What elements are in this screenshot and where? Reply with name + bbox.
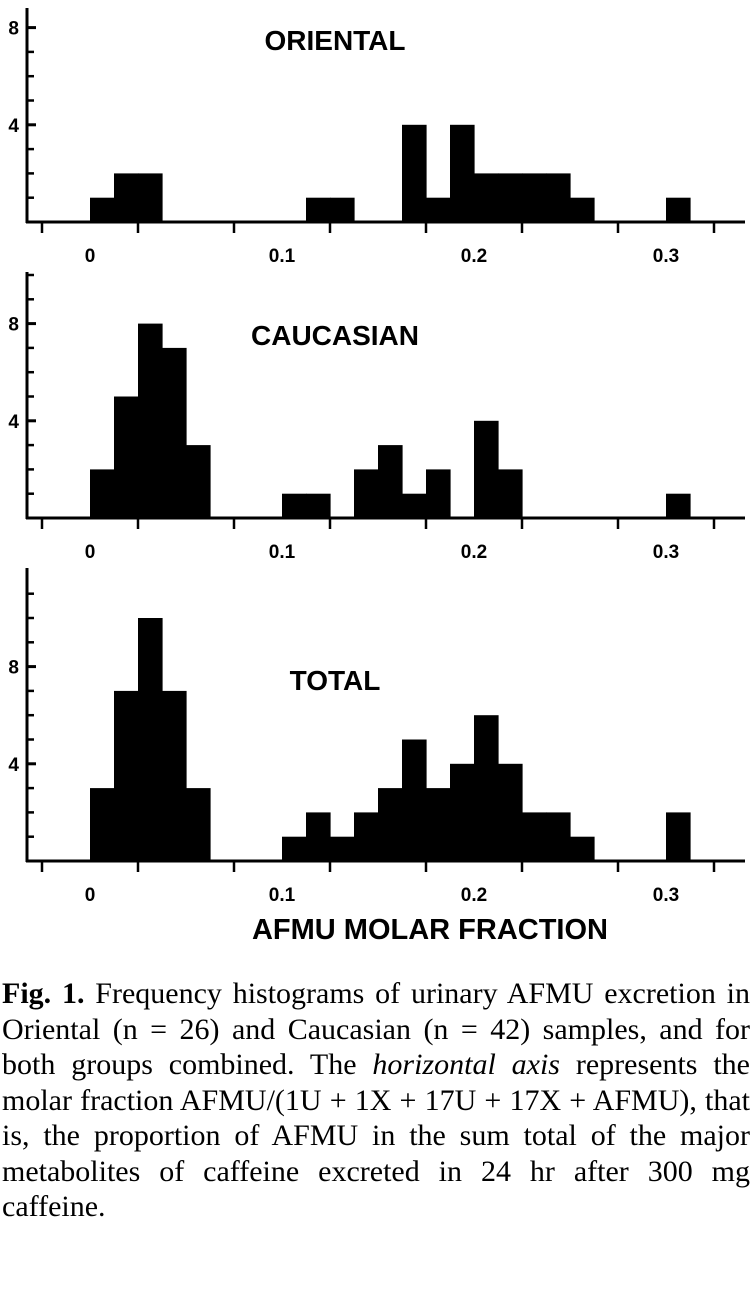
caucasian-bar — [90, 469, 115, 518]
caucasian-histogram: 8 4 0 0.1 0.2 0.3 CAUCASIAN — [8, 272, 745, 563]
caucasian-panel-title: CAUCASIAN — [251, 320, 419, 351]
oriental-bar — [546, 173, 571, 222]
total-bar — [354, 812, 379, 861]
total-bar — [162, 690, 187, 861]
caucasian-bar — [402, 493, 427, 518]
total-bar — [90, 788, 115, 861]
caucasian-bar — [666, 493, 691, 518]
caucasian-bar — [138, 323, 163, 518]
total-y-tick-label: 8 — [8, 658, 19, 679]
oriental-bar — [114, 173, 139, 222]
total-bar — [666, 812, 691, 861]
total-bar — [402, 739, 427, 861]
oriental-x-tick-label: 0 — [85, 246, 96, 267]
oriental-bar — [498, 173, 523, 222]
caucasian-x-tick-label: 0.1 — [269, 542, 296, 563]
total-bar — [546, 812, 571, 861]
oriental-x-tick-label: 0.2 — [461, 246, 487, 267]
oriental-bar — [522, 173, 547, 222]
total-x-tick-label: 0.2 — [461, 885, 487, 906]
histogram-figure: 8 4 0 0.1 0.2 0.3 ORIENTAL 8 4 0 0.1 0.2 0.3 CAUCASI… — [8, 8, 745, 946]
oriental-bar — [450, 124, 475, 222]
caucasian-y-tick-label: 4 — [8, 412, 19, 433]
oriental-bar — [570, 197, 595, 222]
total-bar — [378, 788, 403, 861]
total-x-tick-label: 0.3 — [653, 885, 679, 906]
oriental-bar — [138, 173, 163, 222]
total-panel-title: TOTAL — [290, 665, 381, 696]
caption-text-continued: represents the molar fraction AFMU/(1U +… — [2, 1048, 751, 1223]
oriental-bar — [90, 197, 115, 222]
caption-italic-term: horizontal axis — [372, 1048, 560, 1081]
total-bar — [330, 836, 355, 861]
caucasian-x-tick-label: 0 — [85, 542, 96, 563]
caucasian-bar — [162, 347, 187, 518]
caucasian-bar — [114, 396, 139, 518]
total-x-tick-label: 0.1 — [269, 885, 296, 906]
x-axis-label: AFMU MOLAR FRACTION — [252, 914, 608, 946]
total-histogram: 8 4 0 0.1 0.2 0.3 TOTAL — [8, 568, 745, 906]
oriental-bar — [330, 197, 355, 222]
oriental-bar — [402, 124, 427, 222]
caucasian-x-tick-label: 0.2 — [461, 542, 487, 563]
caption-figure-label: Fig. 1. — [2, 977, 85, 1010]
total-bar — [570, 836, 595, 861]
figure-caption: Fig. 1. Frequency histograms of urinary … — [2, 976, 750, 1225]
total-x-tick-label: 0 — [85, 885, 96, 906]
caucasian-bar — [426, 469, 451, 518]
oriental-bar — [666, 197, 691, 222]
total-bar — [186, 788, 211, 861]
caucasian-bar — [282, 493, 307, 518]
caucasian-y-tick-label: 8 — [8, 315, 19, 336]
total-y-tick-label: 4 — [8, 755, 19, 776]
oriental-bar — [426, 197, 451, 222]
total-bar — [282, 836, 307, 861]
total-bar — [426, 788, 451, 861]
total-bar — [474, 715, 499, 861]
oriental-y-tick-label: 8 — [8, 19, 19, 40]
caption-text: Frequency histograms of urinary AFMU exc… — [2, 977, 750, 1081]
total-bar — [498, 763, 523, 861]
caucasian-bar — [306, 493, 331, 518]
oriental-y-tick-label: 4 — [8, 116, 19, 137]
caucasian-bar — [474, 420, 499, 518]
total-bar — [450, 763, 475, 861]
caucasian-bar — [498, 469, 523, 518]
total-bar — [114, 690, 139, 861]
caucasian-x-tick-label: 0.3 — [653, 542, 679, 563]
oriental-panel-title: ORIENTAL — [264, 25, 405, 56]
oriental-x-tick-label: 0.1 — [269, 246, 296, 267]
oriental-histogram: 8 4 0 0.1 0.2 0.3 ORIENTAL — [8, 8, 745, 267]
caucasian-bar — [378, 445, 403, 518]
oriental-bar — [306, 197, 331, 222]
total-bar — [138, 618, 163, 861]
caucasian-bar — [354, 469, 379, 518]
oriental-x-tick-label: 0.3 — [653, 246, 679, 267]
caucasian-bar — [186, 445, 211, 518]
total-bar — [522, 812, 547, 861]
oriental-bar — [474, 173, 499, 222]
total-bar — [306, 812, 331, 861]
